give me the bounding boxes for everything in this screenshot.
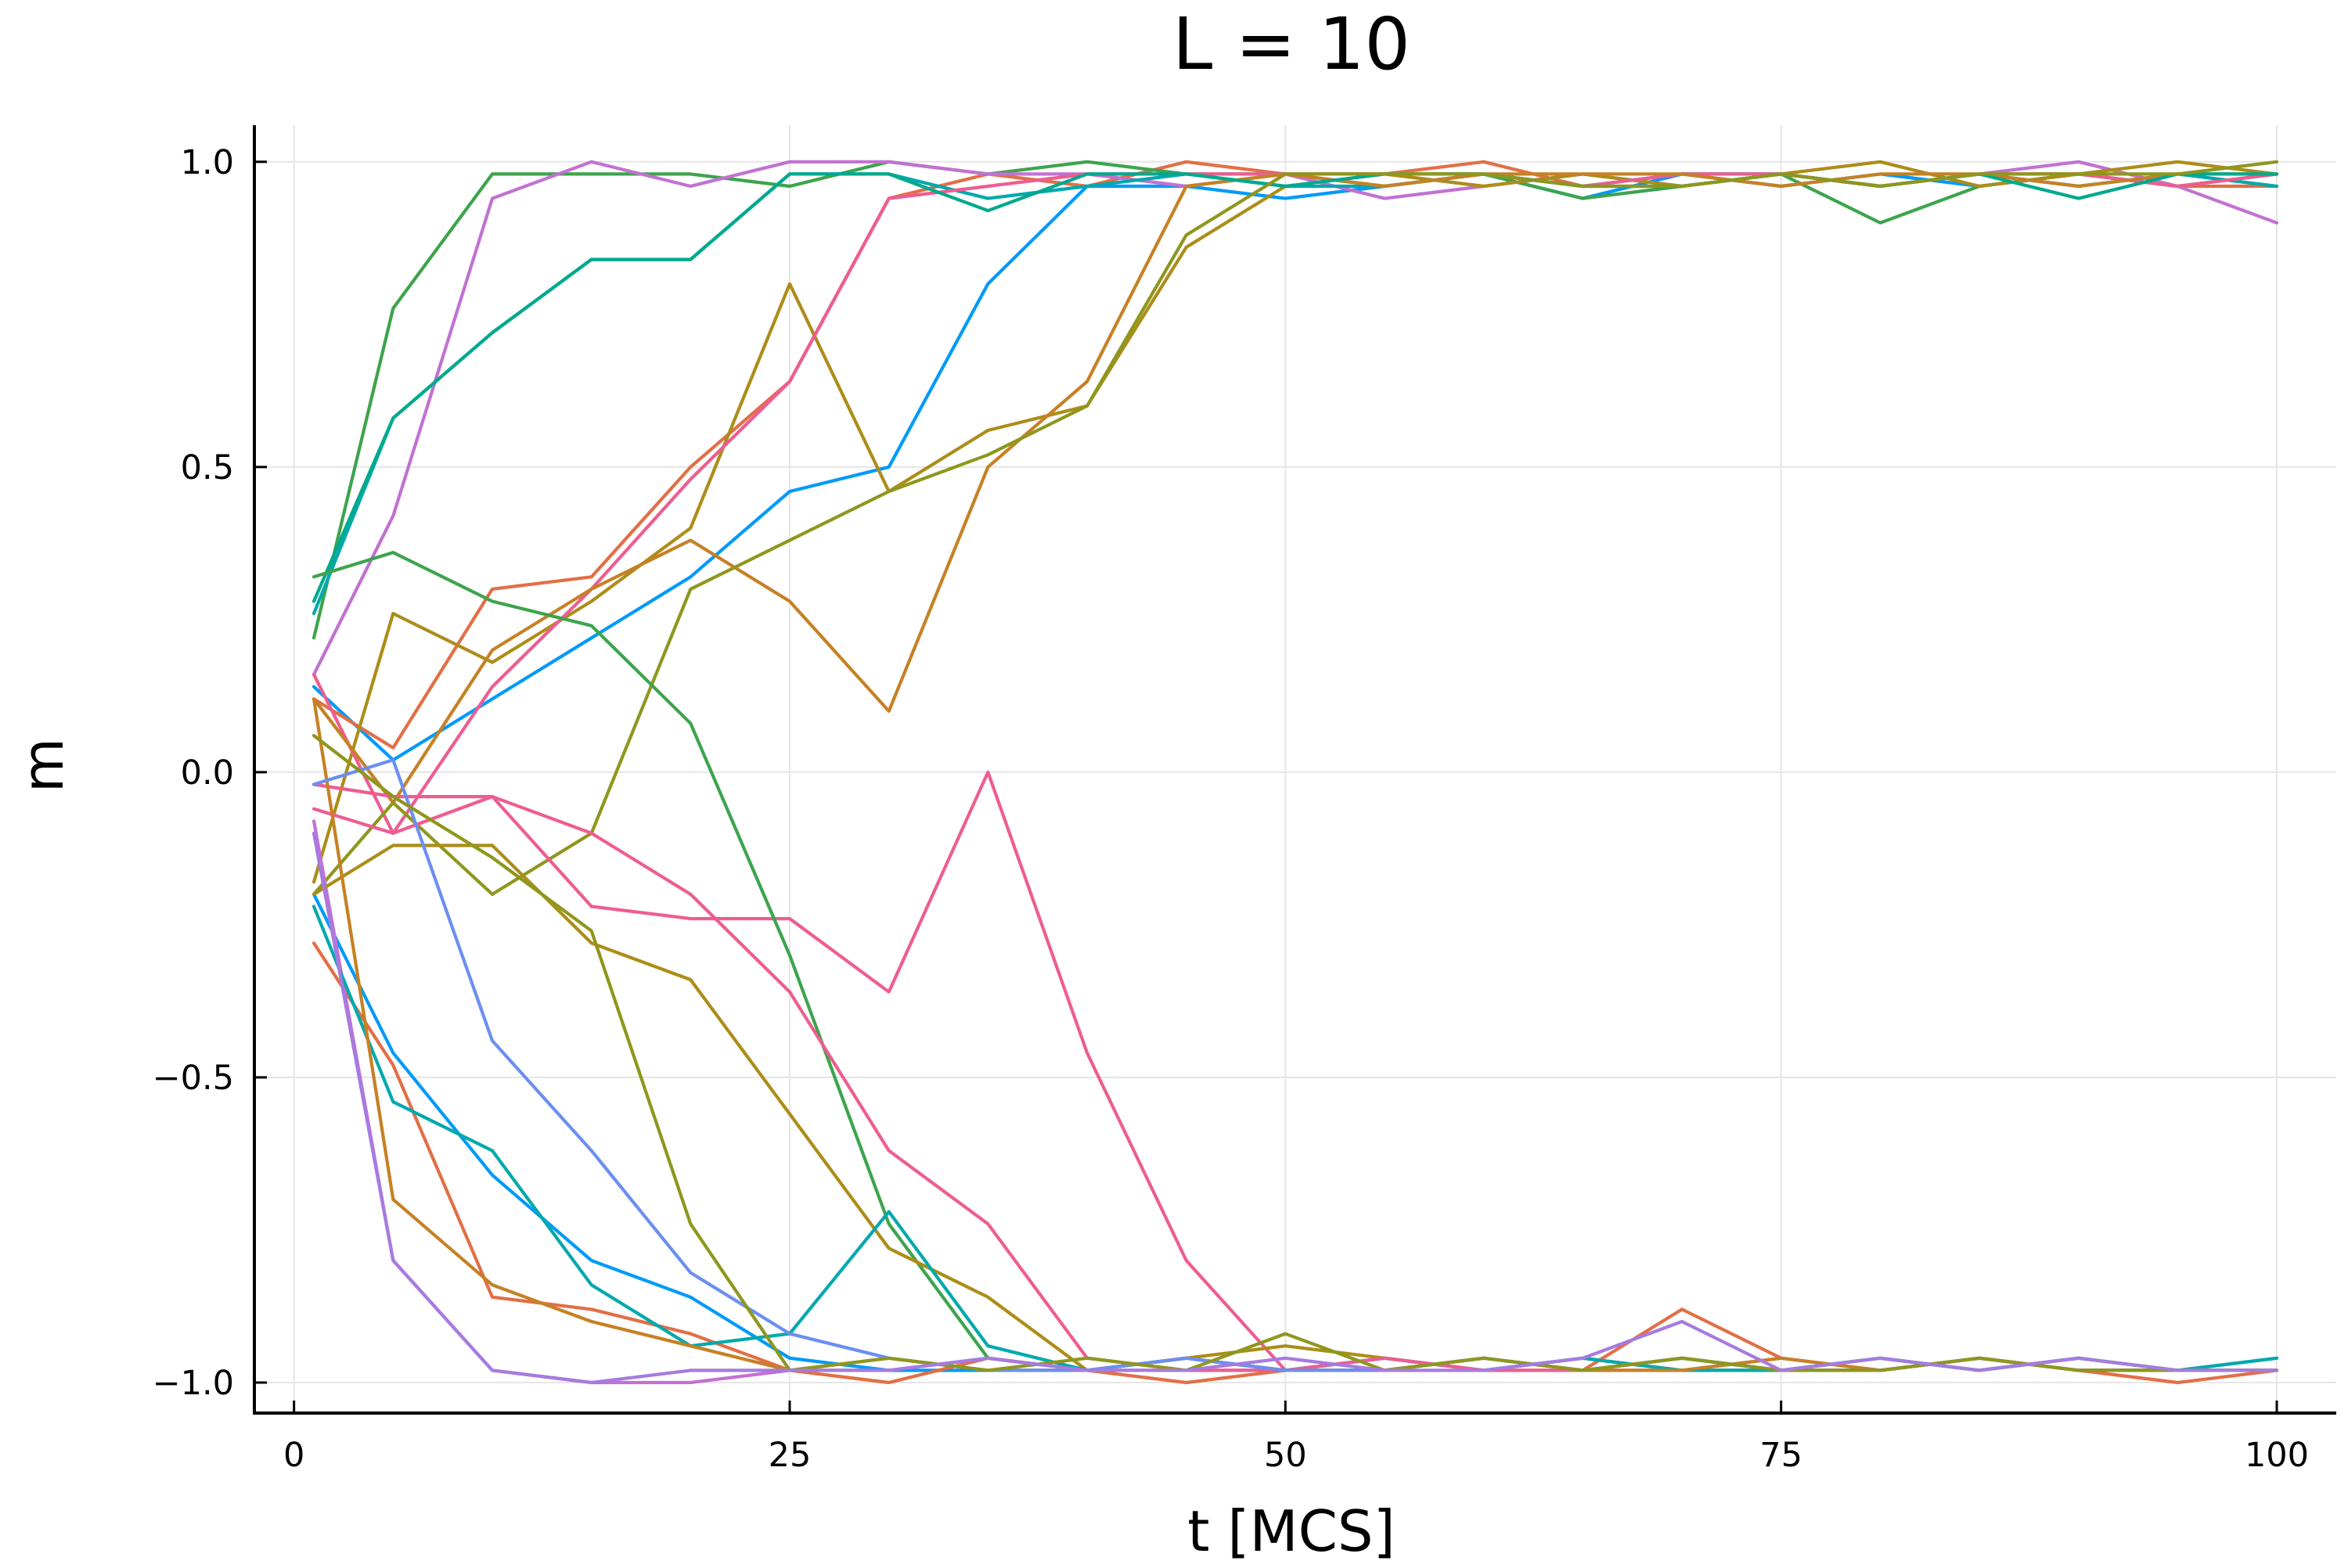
x-tick-label: 100 xyxy=(2245,1436,2309,1475)
series-line-20 xyxy=(312,758,2279,1372)
y-tick-label: −0.5 xyxy=(153,1059,234,1098)
series-line-4 xyxy=(312,160,2279,677)
series-line-5 xyxy=(312,160,2279,884)
series-line-13 xyxy=(312,941,2279,1385)
x-axis-title: t [MCS] xyxy=(1187,1498,1395,1564)
y-tick-label: 0.0 xyxy=(181,753,234,793)
series-line-2 xyxy=(312,160,2279,750)
series-line-7 xyxy=(312,172,2279,836)
series-line-16 xyxy=(312,843,2279,1372)
series-line-1 xyxy=(312,172,2279,762)
series-line-3 xyxy=(312,160,2279,640)
series-line-11 xyxy=(312,770,2279,1372)
series-layer xyxy=(312,160,2279,1385)
grid-layer xyxy=(254,125,2336,1413)
axis-layer: 0 25 50 75 100 −1.0 −0.5 0.0 0.5 1.0 xyxy=(153,125,2336,1475)
chart-title: L = 10 xyxy=(1172,2,1410,86)
series-line-8 xyxy=(312,172,2279,805)
x-tick-label: 25 xyxy=(769,1436,812,1475)
series-line-10 xyxy=(312,160,2279,897)
series-line-9 xyxy=(312,172,2279,603)
y-tick-label: 0.5 xyxy=(181,448,234,487)
series-line-22 xyxy=(312,831,2279,1385)
series-line-15 xyxy=(312,819,2279,1385)
series-line-6 xyxy=(312,172,2279,616)
y-tick-label: −1.0 xyxy=(153,1364,234,1403)
series-line-14 xyxy=(312,550,2279,1372)
series-line-21 xyxy=(312,733,2279,1372)
y-tick-label: 1.0 xyxy=(181,143,234,182)
series-line-19 xyxy=(312,697,2279,1372)
y-axis-title: m xyxy=(10,738,76,793)
x-tick-label: 50 xyxy=(1264,1436,1307,1475)
x-tick-label: 0 xyxy=(283,1436,304,1475)
series-line-12 xyxy=(312,892,2279,1372)
x-tick-label: 75 xyxy=(1759,1436,1802,1475)
